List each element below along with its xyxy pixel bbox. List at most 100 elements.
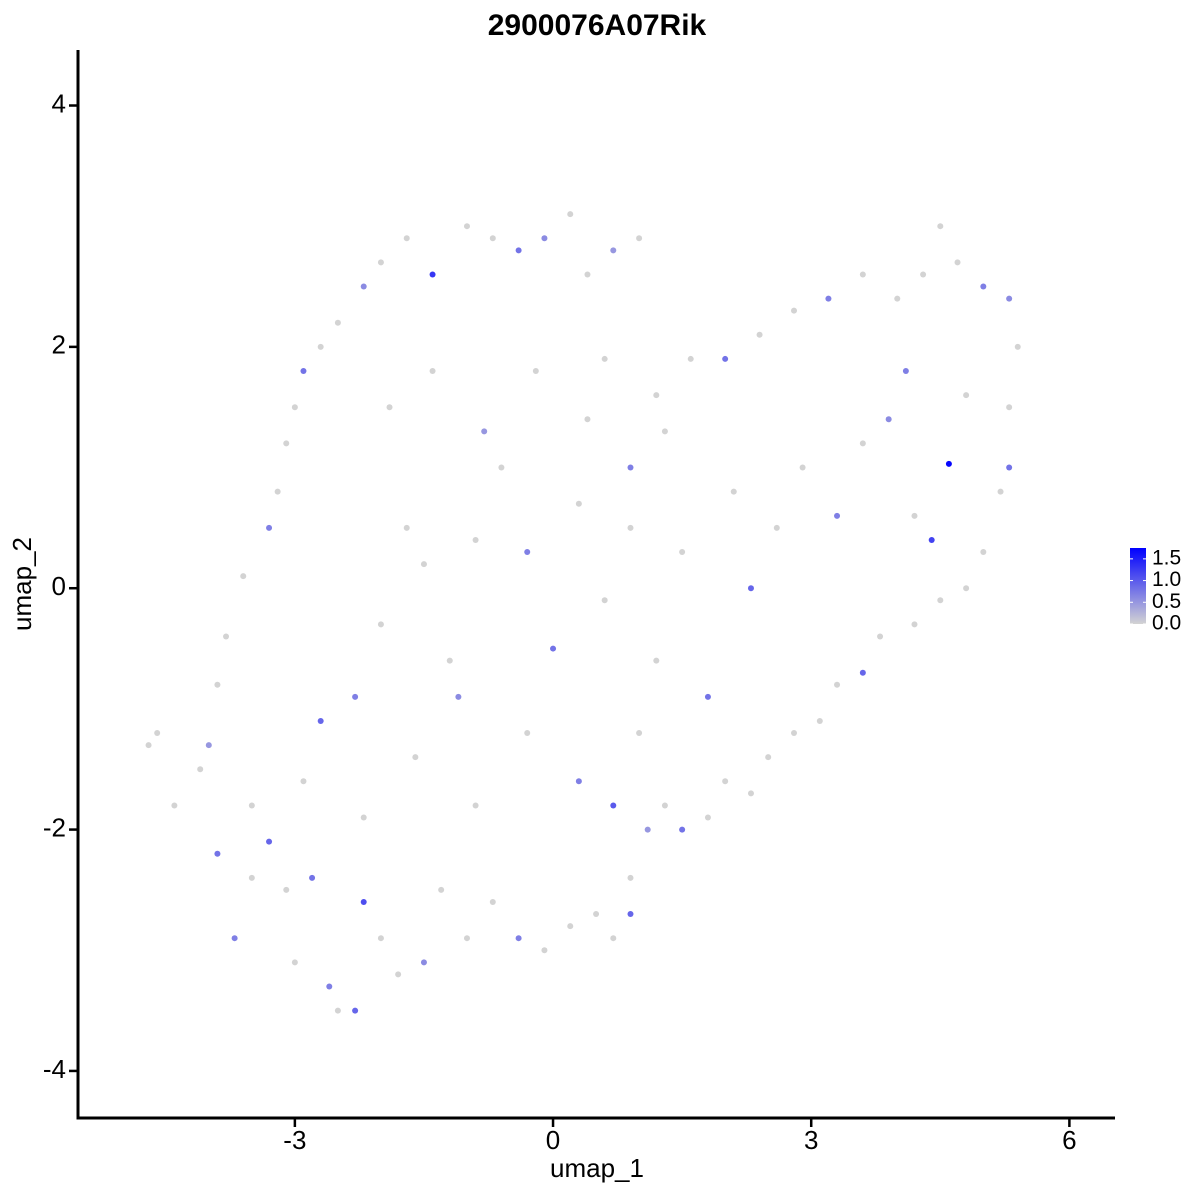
cell-point [765,754,772,761]
cell-point [894,295,901,302]
cell-point [326,983,333,990]
cell-point [584,416,591,423]
cell-point [223,633,230,640]
cell-point [214,850,221,857]
cell-point [395,971,402,978]
cell-point [317,343,324,350]
cell-point [911,621,918,628]
cell-point [722,355,729,362]
cell-point [747,790,754,797]
cell-point [377,935,384,942]
cell-point [205,742,212,749]
cell-point [429,368,436,375]
cell-point [567,211,574,218]
cell-point [214,681,221,688]
cell-point [524,549,531,556]
cell-point [756,331,763,338]
cell-point [248,802,255,809]
cell-point [197,766,204,773]
y-tick-label: 4 [52,88,66,118]
x-axis-label: umap_1 [550,1153,644,1183]
cell-point [601,597,608,604]
cell-point [963,585,970,592]
cell-point [791,730,798,737]
cell-point [463,223,470,230]
y-tick-label: -2 [43,812,66,842]
cell-point [877,633,884,640]
x-tick-label: -3 [283,1125,306,1155]
cell-point [601,355,608,362]
y-tick-label: -4 [43,1054,66,1084]
y-tick-label: 2 [52,330,66,360]
cell-point [291,404,298,411]
cell-point [679,826,686,833]
cell-point [248,874,255,881]
cell-point [575,778,582,785]
color-bar [1130,548,1146,624]
cell-point [610,935,617,942]
cell-point [283,440,290,447]
cell-point [231,935,238,942]
cell-point [472,802,479,809]
cell-point [1014,343,1021,350]
cell-point [145,742,152,749]
cell-point [274,488,281,495]
cell-point [799,464,806,471]
cell-point [575,500,582,507]
cell-point [489,898,496,905]
cell-point [386,404,393,411]
cell-point [524,730,531,737]
cell-point [911,512,918,519]
x-tick-label: 3 [804,1125,818,1155]
cell-point [636,235,643,242]
cell-point [567,923,574,930]
cell-point [627,874,634,881]
cell-point [661,802,668,809]
cell-point [627,464,634,471]
cell-point [403,524,410,531]
cell-point [283,886,290,893]
cell-point [627,524,634,531]
cell-point [403,235,410,242]
cell-point [859,669,866,676]
cell-point [627,911,634,918]
cell-point [928,536,935,543]
cell-point [429,271,436,278]
cell-point [997,488,1004,495]
cell-point [610,247,617,254]
cell-point [704,814,711,821]
cell-point [377,259,384,266]
cell-point [859,440,866,447]
cell-point [300,368,307,375]
cell-point [1006,464,1013,471]
cell-point [584,271,591,278]
cell-point [980,283,987,290]
cell-point [463,935,470,942]
cell-point [773,524,780,531]
cell-point [489,235,496,242]
cell-point [825,295,832,302]
cell-point [1006,404,1013,411]
cell-point [885,416,892,423]
cell-point [902,368,909,375]
cell-point [291,959,298,966]
cell-point [438,886,445,893]
cell-point [704,693,711,700]
cell-point [481,428,488,435]
cell-point [1006,295,1013,302]
cell-point [420,959,427,966]
color-bar-label: 0.0 [1152,612,1181,635]
cell-point [816,717,823,724]
cell-point [963,392,970,399]
cell-point [498,464,505,471]
cell-point [636,730,643,737]
cell-point [317,717,324,724]
cell-point [515,935,522,942]
cell-point [455,693,462,700]
y-axis-label: umap_2 [7,537,37,631]
cell-point [352,693,359,700]
cell-point [644,826,651,833]
cell-point [687,355,694,362]
x-tick-label: 6 [1062,1125,1076,1155]
